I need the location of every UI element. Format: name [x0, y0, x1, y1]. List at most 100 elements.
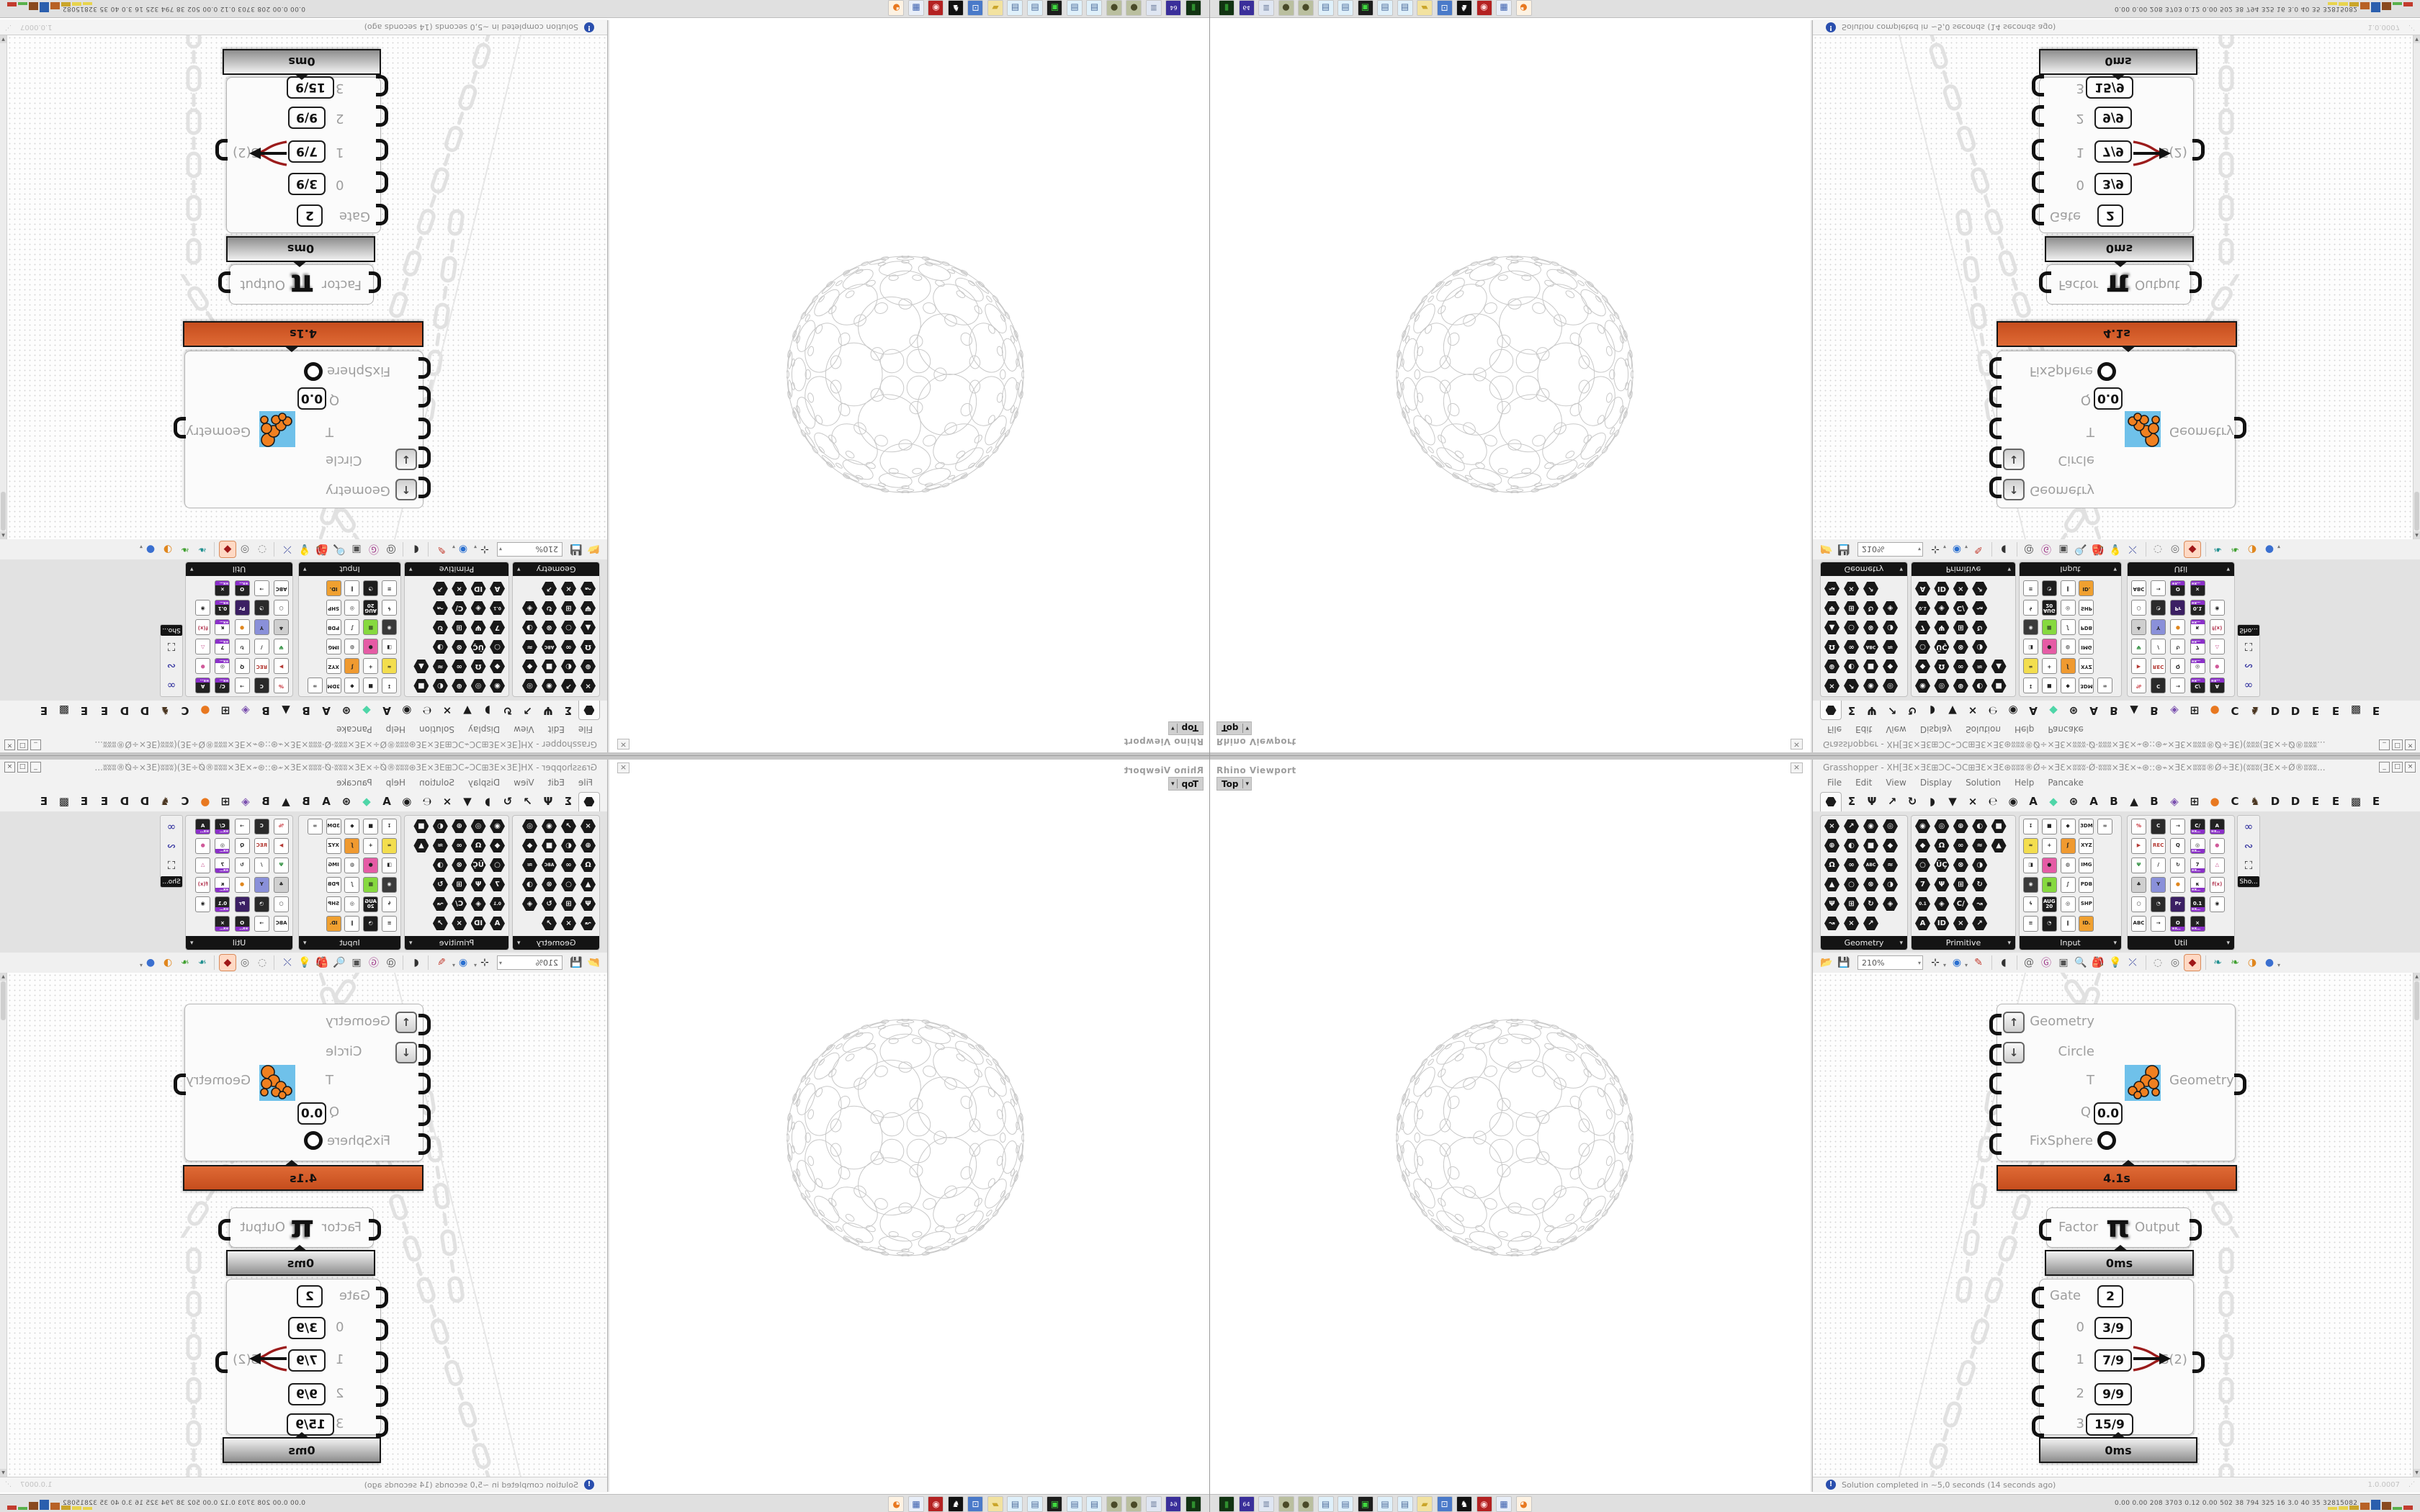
component-icon[interactable]: ≈: [1883, 858, 1898, 873]
component-icon[interactable]: ⊞: [452, 620, 467, 635]
component-icon[interactable]: ○: [1915, 639, 1930, 654]
component-icon[interactable]: ∞: [1844, 858, 1859, 873]
blob-teal-icon[interactable]: ❧: [2213, 957, 2222, 968]
component-icon[interactable]: C/≡x…: [2190, 818, 2205, 834]
monitor-green-icon[interactable]: ▣: [1047, 1496, 1063, 1512]
palette-footer-geometry[interactable]: Geometry ▾: [513, 936, 599, 950]
component-fixsphere[interactable]: ↑ Geometry ↓ Circle T Q 0.0 FixSphere Geometry: [1989, 1004, 2246, 1161]
menu-item-edit[interactable]: Edit: [1855, 724, 1873, 734]
component-icon[interactable]: Pr: [234, 600, 250, 616]
value-box[interactable]: 2: [2097, 204, 2123, 227]
resize-grip[interactable]: ⋰: [4, 1481, 12, 1488]
goggles-wire-icon[interactable]: ∾: [166, 660, 176, 672]
component-icon[interactable]: 0.1: [490, 600, 505, 616]
canvas-scrollbar[interactable]: ▲ ▼: [2413, 35, 2420, 539]
component-icon-anchor[interactable]: Ψ: [274, 857, 289, 873]
goggles-wire-icon[interactable]: ∾: [2244, 660, 2254, 672]
value-box[interactable]: 0.0: [297, 387, 326, 410]
component-icon[interactable]: ◈: [1934, 896, 1950, 912]
canvas-zoom-select[interactable]: 210% ▾: [1857, 955, 1923, 970]
component-icon[interactable]: ◈: [471, 896, 486, 912]
rhino-viewport-tab[interactable]: Top ▾: [1216, 721, 1252, 735]
component-icon[interactable]: IMG: [326, 857, 341, 873]
rhino-viewport[interactable]: Rhino Viewport Top ▾ ×: [1210, 18, 2420, 752]
widget-icon[interactable]: ◖: [413, 957, 419, 968]
palette-footer-primitive[interactable]: Primitive ▾: [1912, 936, 2015, 950]
component-icon-knob[interactable]: ◉: [382, 876, 397, 893]
component-icon-slider[interactable]: ●: [2041, 857, 2057, 873]
component-icon[interactable]: f(x): [195, 876, 211, 893]
component-icon[interactable]: ⊞: [452, 877, 467, 892]
component-icon[interactable]: ◑: [433, 639, 448, 654]
category-tab-26[interactable]: ▩: [58, 704, 70, 717]
input-hook[interactable]: [2039, 1219, 2051, 1241]
category-tab-4[interactable]: ↻: [1907, 795, 1917, 808]
category-tab-21[interactable]: ♞: [2250, 795, 2260, 808]
close-icon[interactable]: ×: [1791, 762, 1803, 773]
component-icon[interactable]: Ψ: [1934, 877, 1950, 892]
grenade-icon[interactable]: ●: [1126, 0, 1142, 16]
component-icon-stripes[interactable]: ∥: [344, 580, 360, 597]
component-icon[interactable]: ABC: [1863, 639, 1878, 654]
palette-footer-input[interactable]: Input ▾: [2020, 936, 2121, 950]
component-icon[interactable]: ◆: [522, 838, 537, 853]
component-icon[interactable]: ⊞: [561, 896, 576, 912]
preview-off-icon[interactable]: ◌: [257, 544, 267, 555]
component-icon[interactable]: ↝: [1824, 916, 1839, 931]
gha-loader-icon[interactable]: Ⓖ: [2041, 958, 2052, 969]
component-icon[interactable]: ↗: [1863, 916, 1878, 931]
maximize-button[interactable]: □: [2392, 762, 2403, 773]
component-icon-xband[interactable]: × ≡x…: [215, 580, 230, 597]
component-icon[interactable]: 0.1: [490, 896, 505, 912]
category-tab-14[interactable]: B: [2110, 704, 2118, 717]
palette-footer-util[interactable]: Util ▾: [186, 562, 292, 576]
scrollbar-thumb[interactable]: [1, 492, 6, 531]
close-icon[interactable]: ×: [1791, 739, 1803, 750]
component-icon-sqblack[interactable]: ■: [363, 678, 379, 694]
output-hook[interactable]: [218, 271, 230, 293]
component-icon-play[interactable]: ▶: [274, 837, 289, 854]
component-icon[interactable]: ↗: [561, 819, 576, 834]
component-icon-shirt[interactable]: Y: [2151, 876, 2166, 893]
palette-footer-primitive[interactable]: Primitive ▾: [405, 936, 508, 950]
component-icon[interactable]: ◉: [1915, 678, 1930, 693]
component-icon-anchor[interactable]: Ψ: [274, 639, 289, 655]
rewire-icon[interactable]: ⤫: [2128, 544, 2137, 555]
projector-icon[interactable]: ⛶: [2244, 859, 2253, 872]
component-icon[interactable]: ◎: [1883, 819, 1898, 834]
menu-item-file[interactable]: File: [1827, 724, 1842, 734]
component-icon[interactable]: ↗: [433, 581, 448, 596]
component-icon[interactable]: ⊕: [581, 659, 596, 674]
canvas-zoom-select[interactable]: 210% ▾: [1857, 542, 1923, 557]
category-tab-25[interactable]: E: [2331, 795, 2340, 808]
rewire-icon[interactable]: ⤫: [2128, 957, 2137, 968]
chevron-down-icon[interactable]: ▾: [452, 961, 455, 968]
category-tab-19[interactable]: ●: [200, 704, 210, 717]
chevron-down-icon[interactable]: ▾: [1943, 961, 1947, 968]
component-icon[interactable]: AUG 20: [363, 896, 379, 912]
palette-footer-geometry[interactable]: Geometry ▾: [1821, 936, 1907, 950]
category-tab-17[interactable]: ◈: [2170, 795, 2179, 808]
notepad-icon[interactable]: ▤: [1067, 1496, 1083, 1512]
category-tab-13[interactable]: A: [322, 795, 331, 808]
component-icon[interactable]: ≈: [1972, 838, 1988, 853]
component-icon[interactable]: REC: [2151, 658, 2166, 675]
component-icon[interactable]: Ω: [1934, 659, 1949, 674]
value-box[interactable]: 2: [297, 1285, 323, 1308]
category-tab-params[interactable]: [578, 701, 600, 721]
category-tab-11[interactable]: ◆: [362, 795, 371, 808]
canvas-scrollbar[interactable]: ▲ ▼: [2413, 973, 2420, 1477]
component-icon[interactable]: ◈: [471, 600, 486, 616]
component-icon-palette2[interactable]: ◉: [2209, 896, 2225, 912]
menu-item-edit[interactable]: Edit: [547, 724, 565, 734]
component-icon[interactable]: ID.: [2079, 915, 2094, 932]
component-icon[interactable]: ▲: [581, 877, 596, 892]
rhino-viewport[interactable]: Rhino Viewport Top ▾ ×: [0, 760, 1210, 1494]
floppy64-icon[interactable]: 64: [1165, 0, 1182, 16]
category-tab-7[interactable]: ⨯: [442, 704, 452, 717]
input-hook[interactable]: [376, 1287, 388, 1308]
component-icon[interactable]: XYZ: [326, 837, 341, 854]
category-tab-17[interactable]: ◈: [241, 795, 250, 808]
component-icon-gauge[interactable]: ◎: [2060, 600, 2076, 616]
category-tab-24[interactable]: E: [2311, 704, 2320, 717]
